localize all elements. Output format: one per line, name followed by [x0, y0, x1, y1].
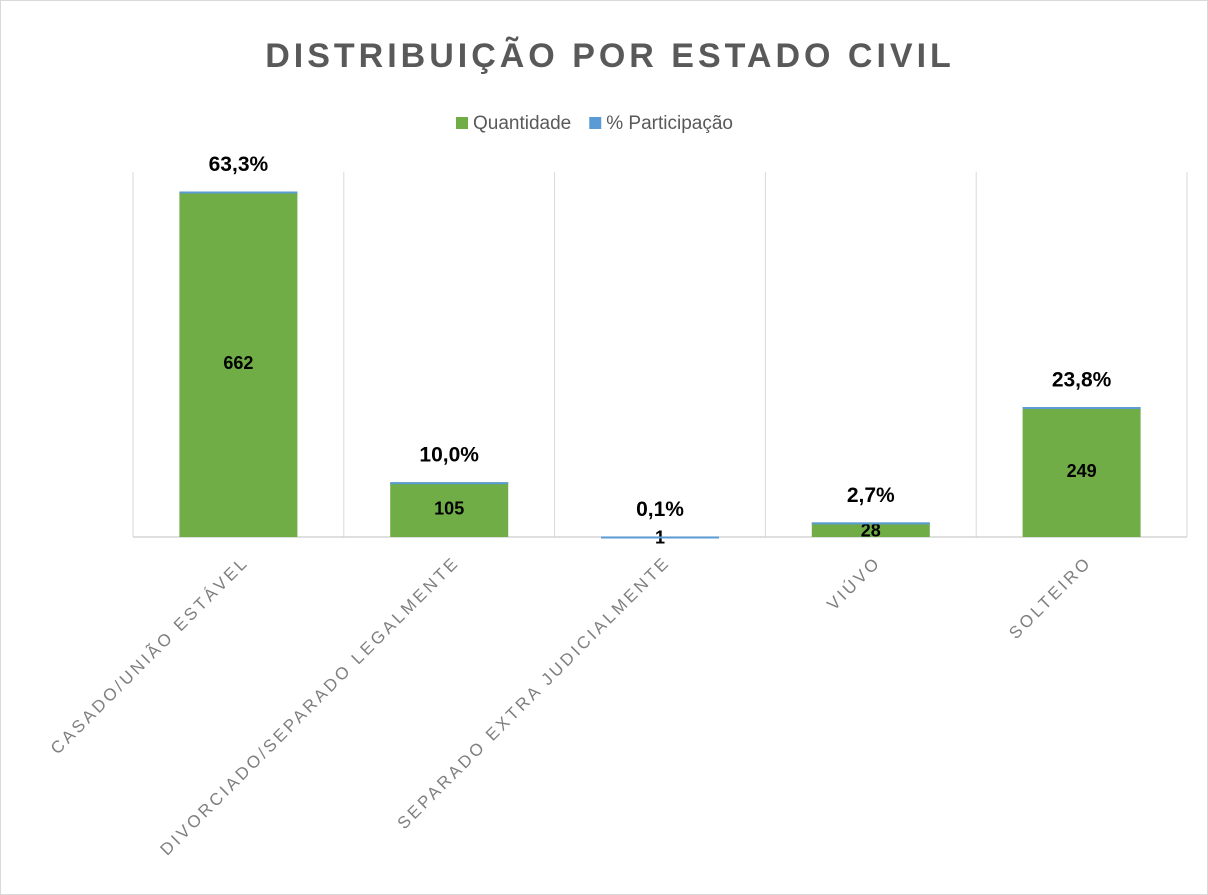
bar-segment: [390, 482, 509, 537]
bar-segment: [811, 522, 930, 537]
bar-segment: [390, 482, 509, 485]
data-label: 662: [223, 353, 253, 373]
data-label: 63,3%: [209, 153, 269, 176]
bar-segment: [179, 191, 298, 194]
data-label: 0,1%: [636, 498, 684, 521]
data-label: 105: [434, 498, 464, 518]
data-label: 10,0%: [419, 444, 479, 467]
bar-segment: [1022, 407, 1141, 410]
data-label: 2,7%: [847, 484, 895, 507]
legend-label: % Participação: [606, 113, 733, 134]
data-label: 23,8%: [1052, 369, 1112, 392]
legend-swatch: [456, 117, 468, 129]
chart-title: DISTRIBUIÇÃO POR ESTADO CIVIL: [265, 37, 955, 75]
data-label: 28: [861, 520, 881, 540]
bar-segment: [179, 191, 298, 538]
data-label: 249: [1067, 461, 1097, 481]
bar-segment: [1022, 407, 1141, 537]
legend-label: Quantidade: [473, 113, 571, 134]
bar-segment: [601, 536, 719, 539]
bar-segment: [811, 522, 930, 525]
legend-swatch: [589, 117, 602, 129]
